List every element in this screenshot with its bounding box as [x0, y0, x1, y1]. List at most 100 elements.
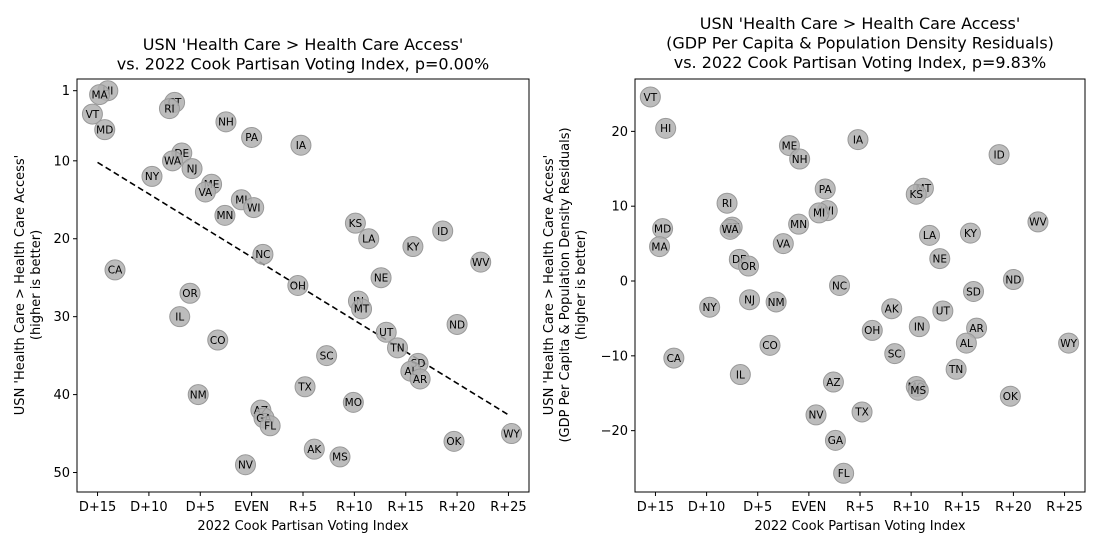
- point-label: NV: [808, 410, 824, 422]
- data-point-va: VA: [194, 181, 216, 203]
- data-point-ks: KS: [344, 212, 366, 234]
- data-point-ma: MA: [649, 236, 671, 258]
- x-tick-label: D+10: [130, 500, 167, 515]
- point-marker: [788, 213, 810, 235]
- point-marker: [738, 255, 760, 277]
- data-point-nj: NJ: [739, 289, 761, 311]
- data-point-wv: WV: [470, 251, 492, 273]
- point-marker: [443, 430, 465, 452]
- y-axis-label-line: (higher is better): [29, 230, 44, 340]
- data-point-nm: NM: [765, 291, 787, 313]
- data-point-nh: NH: [215, 111, 237, 133]
- data-point-ut: UT: [375, 321, 397, 343]
- x-tick-label: R+5: [289, 500, 317, 515]
- point-marker: [805, 404, 827, 426]
- point-label: WA: [722, 224, 740, 236]
- point-marker: [402, 236, 424, 258]
- point-marker: [241, 126, 263, 148]
- point-marker: [194, 181, 216, 203]
- y-tick-label: 1: [62, 84, 70, 99]
- point-marker: [945, 358, 967, 380]
- data-point-al: AL: [955, 332, 977, 354]
- data-point-hi: HI: [655, 117, 677, 139]
- data-point-la: LA: [358, 228, 380, 250]
- point-marker: [375, 321, 397, 343]
- point-label: RI: [722, 198, 732, 210]
- data-point-il: IL: [169, 306, 191, 328]
- data-point-wa: WA: [162, 150, 184, 172]
- point-label: ND: [1005, 274, 1021, 286]
- point-label: VT: [86, 109, 100, 121]
- point-label: NY: [703, 302, 718, 314]
- point-marker: [966, 317, 988, 339]
- data-point-az: AZ: [822, 371, 844, 393]
- data-point-fl: FL: [833, 462, 855, 484]
- data-point-ms: MS: [329, 446, 351, 468]
- data-point-ny: NY: [141, 165, 163, 187]
- data-point-md: MD: [652, 218, 674, 240]
- data-point-la: LA: [919, 224, 941, 246]
- point-label: UT: [379, 327, 394, 339]
- point-marker: [294, 376, 316, 398]
- data-point-ri: RI: [158, 98, 180, 120]
- point-marker: [739, 289, 761, 311]
- point-label: MN: [216, 210, 233, 222]
- point-marker: [908, 316, 930, 338]
- point-marker: [358, 228, 380, 250]
- point-marker: [501, 423, 523, 445]
- data-point-wv: WV: [1027, 211, 1049, 233]
- chart-left: USN 'Health Care > Health Care Access' vs…: [13, 35, 530, 534]
- data-point-ca: CA: [104, 259, 126, 281]
- data-point-ia: IA: [290, 134, 312, 156]
- point-marker: [158, 98, 180, 120]
- point-marker: [179, 282, 201, 304]
- point-marker: [316, 345, 338, 367]
- data-point-co: CO: [759, 334, 781, 356]
- point-marker: [141, 165, 163, 187]
- point-marker: [342, 391, 364, 413]
- point-label: ME: [782, 140, 798, 152]
- point-marker: [89, 84, 111, 106]
- point-label: VA: [776, 238, 791, 250]
- point-marker: [1002, 269, 1024, 291]
- x-tick-label: R+15: [387, 500, 423, 515]
- data-point-vt: VT: [81, 103, 103, 125]
- point-marker: [215, 111, 237, 133]
- data-point-fl: FL: [259, 415, 281, 437]
- data-point-oh: OH: [287, 275, 309, 296]
- x-tick-label: EVEN: [791, 500, 826, 515]
- point-marker: [988, 144, 1010, 166]
- x-tick-label: D+10: [688, 500, 725, 515]
- point-marker: [234, 454, 256, 476]
- chart-title-line: USN 'Health Care > Health Care Access': [700, 14, 1021, 33]
- x-tick-label: D+5: [186, 500, 215, 515]
- chart-title: USN 'Health Care > Health Care Access' vs…: [117, 35, 489, 74]
- point-marker: [351, 298, 373, 320]
- point-label: OR: [182, 288, 198, 300]
- point-marker: [169, 306, 191, 328]
- point-marker: [663, 347, 685, 369]
- y-axis-label-line: USN 'Health Care > Health Care Access': [13, 155, 28, 415]
- point-label: VT: [644, 92, 658, 104]
- data-point-sd: SD: [963, 280, 985, 302]
- point-label: SC: [888, 348, 902, 360]
- data-point-ok: OK: [999, 385, 1021, 407]
- point-label: MD: [654, 223, 671, 235]
- point-label: NH: [792, 154, 808, 166]
- chart-title-line: vs. 2022 Cook Partisan Voting Index, p=0…: [117, 55, 489, 74]
- point-marker: [655, 117, 677, 139]
- point-label: KY: [964, 228, 978, 240]
- point-label: CO: [762, 340, 778, 352]
- point-label: MS: [332, 452, 348, 464]
- data-point-sc: SC: [884, 343, 906, 365]
- x-tick-label: R+5: [846, 500, 874, 515]
- data-point-ne: NE: [929, 248, 951, 270]
- data-point-mn: MN: [788, 213, 810, 235]
- point-marker: [963, 280, 985, 302]
- point-label: RI: [164, 103, 174, 115]
- chart-title: USN 'Health Care > Health Care Access' (G…: [666, 14, 1054, 72]
- data-point-ma: MA: [89, 84, 111, 106]
- point-marker: [94, 119, 116, 141]
- data-point-ny: NY: [699, 296, 721, 318]
- data-point-or: OR: [738, 255, 760, 277]
